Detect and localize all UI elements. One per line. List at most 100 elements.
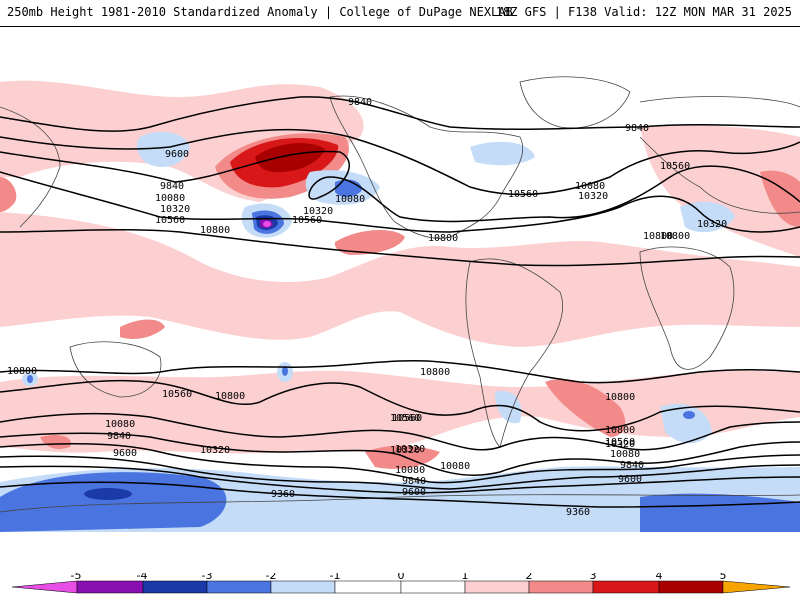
anomaly-negative-region bbox=[27, 375, 33, 383]
anomaly-negative-region bbox=[282, 366, 288, 376]
coastline-north-america bbox=[329, 95, 524, 239]
colorbar-tick: 1 bbox=[462, 573, 469, 582]
contour-label: 10320 bbox=[578, 191, 608, 202]
anomaly-negative-region bbox=[660, 403, 712, 444]
contour-line bbox=[0, 465, 800, 494]
contour-label: 10800 bbox=[605, 392, 635, 403]
colorbar-segment-neg1 bbox=[270, 580, 336, 594]
contour-label: 10800 bbox=[7, 366, 37, 377]
colorbar-tick: 2 bbox=[526, 573, 533, 582]
contour-label: 10080 bbox=[155, 193, 185, 204]
coastline-greenland bbox=[519, 76, 631, 129]
coastlines bbox=[0, 76, 800, 513]
anomaly-negative-region bbox=[84, 488, 132, 500]
contour-label: 10080 bbox=[105, 419, 135, 430]
contour-line bbox=[0, 455, 800, 490]
contour-label: 10800 bbox=[420, 367, 450, 378]
contour-line bbox=[0, 229, 800, 267]
contour-label: 9840 bbox=[402, 476, 426, 487]
contour-label: 9840 bbox=[160, 181, 184, 192]
contour-label: 10800 bbox=[428, 233, 458, 244]
contour-label: 10560 bbox=[292, 215, 322, 226]
colorbar-segment-neg4 bbox=[76, 580, 144, 594]
contour-label: 10080 bbox=[440, 461, 470, 472]
anomaly-positive-region bbox=[545, 378, 626, 437]
colorbar-segment-pos1 bbox=[464, 580, 530, 594]
contour-label: 10800 bbox=[215, 391, 245, 402]
contour-label: 10800 bbox=[660, 231, 690, 242]
anomaly-negative-region bbox=[680, 201, 735, 233]
contour-label: 10800 bbox=[643, 231, 673, 242]
contour-label: 10560 bbox=[508, 189, 538, 200]
colorbar-tick: 4 bbox=[656, 573, 663, 582]
colorbar-segment-zero-neg bbox=[334, 580, 402, 594]
contour-label: 10320 bbox=[303, 206, 333, 217]
colorbar-segment-pos2 bbox=[528, 580, 594, 594]
contour-label: 10320 bbox=[395, 444, 425, 455]
contour-label: 10560 bbox=[605, 437, 635, 448]
contour-label: 10320 bbox=[200, 445, 230, 456]
contour-label: 10800 bbox=[605, 425, 635, 436]
contour-label: 10080 bbox=[395, 465, 425, 476]
contour-label: 10080 bbox=[575, 181, 605, 192]
contour-label: 9840 bbox=[107, 431, 131, 442]
colorbar-tick: -5 bbox=[71, 573, 82, 582]
contour-line bbox=[0, 150, 800, 223]
anomaly-positive-region bbox=[255, 143, 325, 173]
anomaly-negative-region bbox=[136, 131, 190, 167]
anomaly-negative-region bbox=[263, 221, 271, 227]
contour-line bbox=[0, 360, 800, 384]
colorbar-ticks: -5 -4 -3 -2 -1 0 1 2 3 4 5 bbox=[71, 573, 727, 582]
colorbar-tick: -3 bbox=[202, 573, 213, 582]
contour-line bbox=[0, 128, 800, 196]
coastline-africa bbox=[639, 246, 735, 370]
anomaly-negative-region bbox=[683, 411, 695, 419]
contour-label: 9840 bbox=[625, 123, 649, 134]
contour-line bbox=[0, 442, 800, 484]
contour-label: 10560 bbox=[660, 161, 690, 172]
coastline-antarctica bbox=[0, 494, 800, 513]
coastline-eurasia bbox=[0, 96, 800, 228]
contour-label: 10320 bbox=[390, 445, 420, 456]
contour-label: 10320 bbox=[605, 439, 635, 450]
colorbar-segment-neg2 bbox=[206, 580, 272, 594]
colorbar-tick: 3 bbox=[590, 573, 597, 582]
contour-line bbox=[0, 96, 800, 132]
colorbar-tick: 5 bbox=[720, 573, 727, 582]
colorbar-segment-pos3 bbox=[592, 580, 660, 594]
height-contours bbox=[0, 96, 800, 508]
contour-label: 9360 bbox=[271, 489, 295, 500]
contour-label: 9600 bbox=[165, 149, 189, 160]
colorbar-tick: -2 bbox=[266, 573, 277, 582]
colorbar-segment-pos5 bbox=[722, 580, 791, 594]
contour-label: 9600 bbox=[113, 448, 137, 459]
colorbar-segments bbox=[11, 580, 791, 594]
contour-line bbox=[0, 171, 800, 233]
contour-label: 9600 bbox=[618, 474, 642, 485]
contour-line bbox=[0, 432, 800, 476]
anomaly-negative-region bbox=[0, 472, 227, 532]
contour-label: 9360 bbox=[566, 507, 590, 518]
map-canvas: 9840 9600 9840 10080 10320 10560 10080 1… bbox=[0, 76, 800, 532]
anomaly-positive-region bbox=[334, 230, 405, 255]
colorbar-tick: 0 bbox=[398, 573, 405, 582]
colorbar-segment-zero-pos bbox=[400, 580, 466, 594]
contour-label: 10560 bbox=[392, 413, 422, 424]
contour-label: 10080 bbox=[610, 449, 640, 460]
colorbar-tick: -4 bbox=[137, 573, 148, 582]
contour-labels: 9840 9600 9840 10080 10320 10560 10080 1… bbox=[7, 97, 727, 518]
anomaly-positive-region bbox=[40, 435, 71, 449]
colorbar-segment-neg5 bbox=[11, 580, 78, 594]
contour-label: 9840 bbox=[620, 460, 644, 471]
contour-line bbox=[0, 481, 800, 508]
contour-label: 10800 bbox=[200, 225, 230, 236]
colorbar-segment-neg3 bbox=[142, 580, 208, 594]
anomaly-colorbar: -5 -4 -3 -2 -1 0 1 2 3 4 5 bbox=[11, 573, 791, 594]
contour-line bbox=[0, 379, 800, 432]
anomaly-positive-region bbox=[0, 177, 17, 212]
contour-label: 10320 bbox=[697, 219, 727, 230]
model-run-info: 18Z GFS | F138 Valid: 12Z MON MAR 31 202… bbox=[495, 5, 792, 19]
contour-label: 9840 bbox=[348, 97, 372, 108]
anomaly-map: 9840 9600 9840 10080 10320 10560 10080 1… bbox=[0, 26, 800, 532]
anomaly-negative-region bbox=[640, 493, 800, 532]
